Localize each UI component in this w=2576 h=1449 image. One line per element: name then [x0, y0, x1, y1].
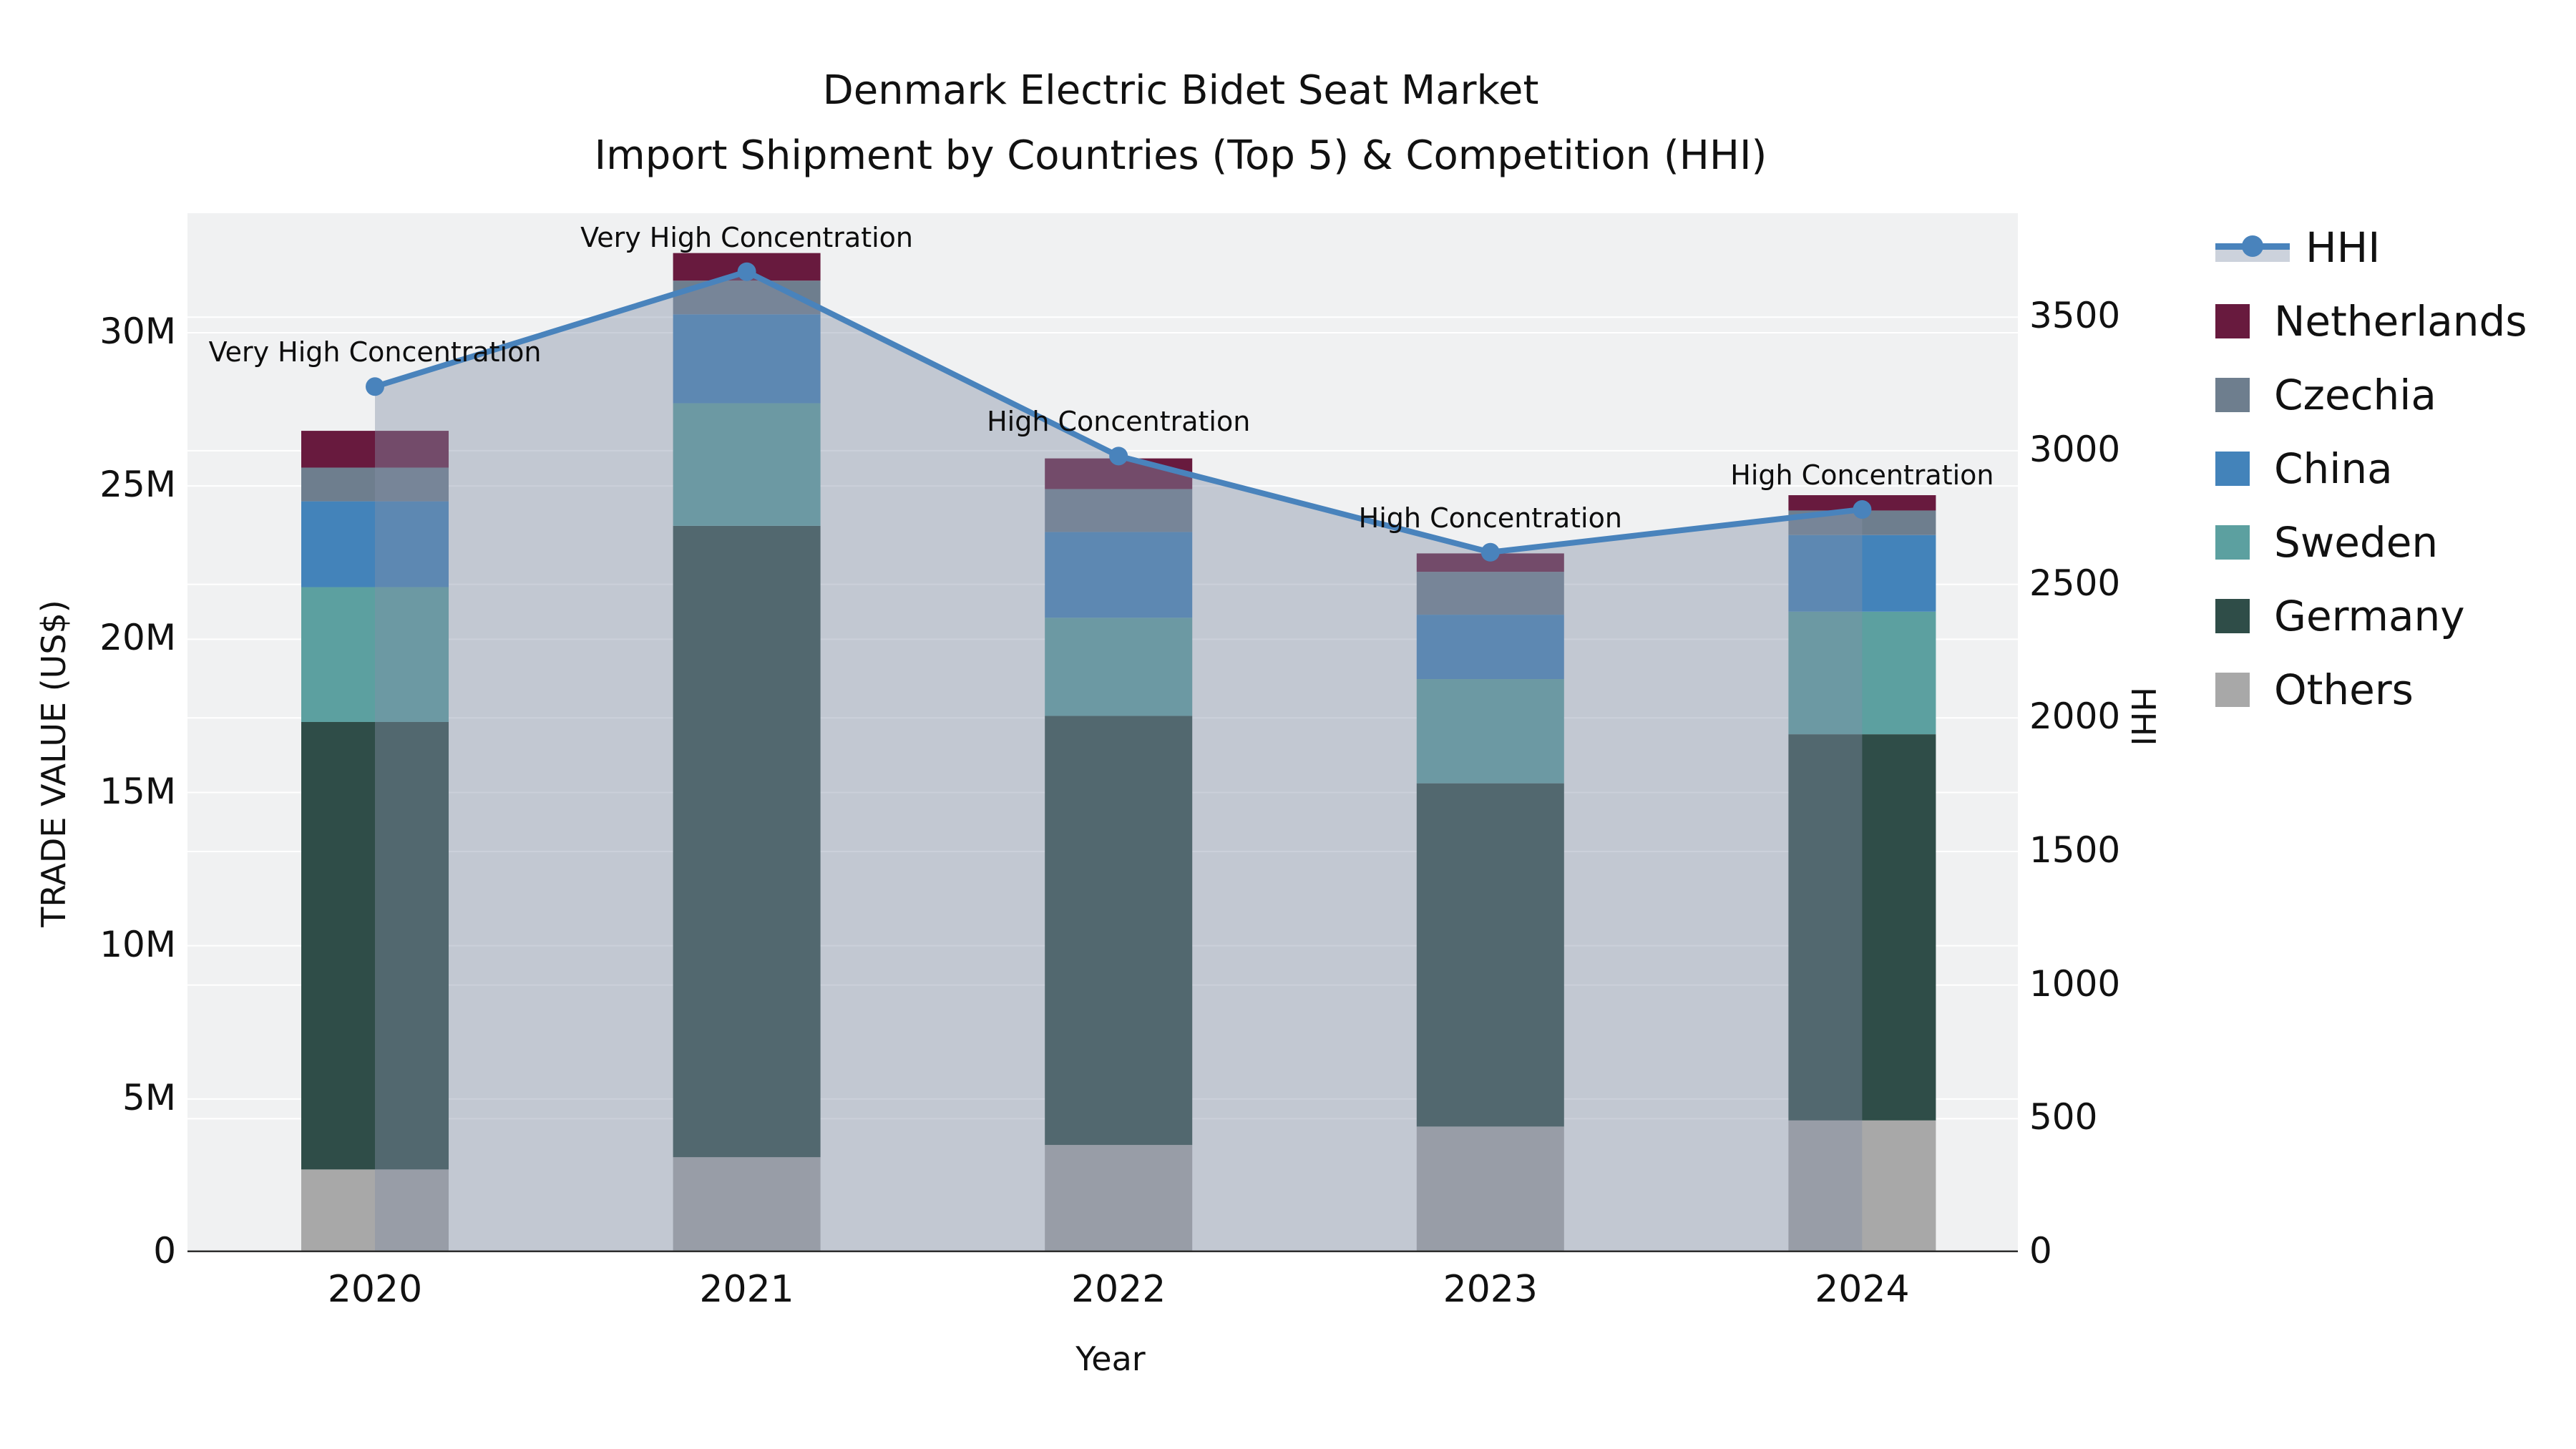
legend-label: Germany [2274, 592, 2465, 640]
bar-segment-germany-2020 [301, 721, 449, 1170]
x-tick-2024: 2024 [1815, 1268, 1910, 1311]
hhi-line-swatch-icon [2215, 229, 2290, 266]
legend-label: Netherlands [2274, 297, 2527, 346]
y-right-tick-1000: 1000 [2029, 962, 2121, 1005]
y-right-tick-500: 500 [2029, 1096, 2098, 1138]
bar-segment-germany-2023 [1416, 783, 1564, 1127]
legend-label: Czechia [2274, 371, 2436, 419]
chart-subtitle: Import Shipment by Countries (Top 5) & C… [594, 132, 1767, 179]
bar-segment-czechia-2023 [1416, 572, 1564, 615]
bar-segment-others-2023 [1416, 1126, 1564, 1252]
legend-item-sweden: Sweden [2215, 518, 2527, 567]
y-right-tick-2000: 2000 [2029, 696, 2121, 738]
x-axis-label: Year [1075, 1340, 1146, 1378]
legend-swatch-icon [2215, 673, 2250, 707]
y-left-tick-10M: 10M [99, 923, 176, 965]
chart-title: Denmark Electric Bidet Seat Market [822, 67, 1539, 114]
bar-segment-germany-2024 [1788, 734, 1936, 1121]
y-right-tick-2500: 2500 [2029, 562, 2121, 604]
hhi-marker-2023 [1480, 542, 1500, 562]
bar-segment-others-2022 [1045, 1145, 1193, 1252]
y-left-tick-20M: 20M [99, 617, 176, 659]
legend-swatch-icon [2215, 452, 2250, 486]
y-left-tick-15M: 15M [99, 770, 176, 812]
chart-svg [187, 253, 2018, 1252]
bar-segment-sweden-2020 [301, 587, 449, 722]
bar-segment-sweden-2023 [1416, 679, 1564, 784]
y-right-tick-3000: 3000 [2029, 428, 2121, 470]
chart-title-block: Denmark Electric Bidet Seat Market Impor… [0, 59, 2361, 188]
bar-segment-china-2024 [1788, 535, 1936, 612]
y-left-tick-5M: 5M [122, 1076, 176, 1118]
y-right-tick-3500: 3500 [2029, 295, 2121, 337]
bar-segment-sweden-2024 [1788, 611, 1936, 735]
bar-segment-sweden-2021 [673, 403, 821, 526]
bar-segment-netherlands-2020 [301, 431, 449, 468]
bar-segment-germany-2021 [673, 525, 821, 1158]
bar-segment-china-2020 [301, 501, 449, 587]
legend-label: Sweden [2274, 518, 2439, 567]
hhi-area [375, 271, 1863, 1252]
plot-area: Very High Concentration Very High Concent… [187, 213, 2018, 1252]
legend-swatch-icon [2215, 304, 2250, 338]
annotation-2022: High Concentration [987, 406, 1251, 438]
bar-segment-china-2023 [1416, 615, 1564, 680]
y-left-tick-0: 0 [153, 1230, 176, 1272]
bar-segment-sweden-2022 [1045, 618, 1193, 716]
hhi-marker-2021 [737, 262, 756, 281]
legend-swatch-icon [2215, 599, 2250, 633]
legend: HHI Netherlands Czechia China Sweden Germany O… [2215, 223, 2527, 743]
x-tick-2022: 2022 [1071, 1268, 1166, 1311]
legend-item-czechia: Czechia [2215, 371, 2527, 419]
y-right-tick-1500: 1500 [2029, 829, 2121, 871]
legend-item-others: Others [2215, 665, 2527, 714]
annotation-2021: Very High Concentration [580, 221, 914, 253]
legend-item-china: China [2215, 444, 2527, 493]
legend-swatch-icon [2215, 525, 2250, 560]
hhi-marker-2020 [366, 377, 384, 396]
bar-segment-others-2024 [1788, 1120, 1936, 1252]
y-axis-left-label: TRADE VALUE (US$) [34, 600, 73, 927]
y-left-tick-30M: 30M [99, 311, 176, 352]
hhi-marker-2022 [1109, 447, 1128, 466]
bar-segment-others-2020 [301, 1169, 449, 1252]
x-tick-2021: 2021 [699, 1268, 794, 1311]
annotation-2020: Very High Concentration [208, 336, 542, 369]
legend-label: Others [2274, 665, 2414, 714]
bar-segment-others-2021 [673, 1157, 821, 1252]
bar-segment-germany-2022 [1045, 716, 1193, 1146]
x-tick-2023: 2023 [1443, 1268, 1538, 1311]
bar-segment-czechia-2020 [301, 467, 449, 502]
legend-item-hhi: HHI [2215, 223, 2527, 272]
legend-item-germany: Germany [2215, 592, 2527, 640]
legend-swatch-icon [2215, 378, 2250, 412]
annotation-2023: High Concentration [1358, 502, 1622, 534]
legend-label: China [2274, 444, 2393, 493]
annotation-2024: High Concentration [1730, 459, 1994, 492]
bar-segment-china-2021 [673, 314, 821, 404]
x-tick-2020: 2020 [327, 1268, 423, 1311]
y-right-tick-0: 0 [2029, 1230, 2052, 1272]
y-left-tick-25M: 25M [99, 464, 176, 506]
legend-label: HHI [2306, 223, 2381, 272]
bar-segment-czechia-2022 [1045, 489, 1193, 532]
hhi-marker-2024 [1853, 500, 1872, 519]
bar-segment-china-2022 [1045, 532, 1193, 618]
legend-item-netherlands: Netherlands [2215, 297, 2527, 346]
y-axis-right-label: HHI [2124, 687, 2162, 746]
